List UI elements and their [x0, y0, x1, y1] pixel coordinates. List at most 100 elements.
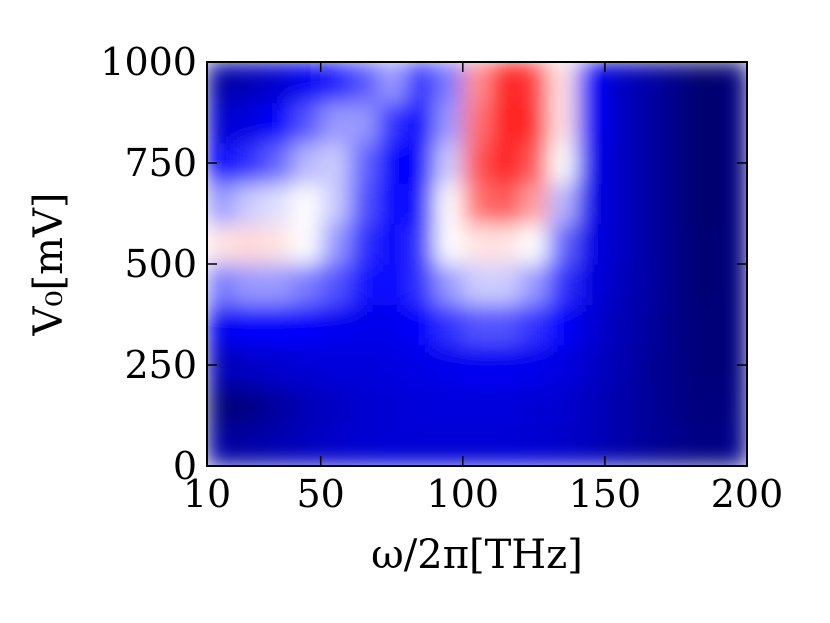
- heatmap-cell: [576, 62, 606, 103]
- heatmap-cell: [207, 304, 237, 346]
- heatmap-cell: [292, 425, 322, 466]
- heatmap-cell: [633, 62, 663, 103]
- heatmap-cell: [604, 385, 634, 427]
- heatmap-cell: [434, 304, 464, 346]
- heatmap-cell: [263, 264, 293, 305]
- heatmap-cell: [491, 425, 521, 466]
- heatmap-cell: [548, 425, 578, 466]
- heatmap-cell: [718, 385, 747, 427]
- heatmap-cell: [263, 304, 293, 346]
- heatmap-cell: [349, 344, 379, 386]
- heatmap-cell: [519, 264, 549, 305]
- heatmap-cell: [718, 62, 747, 103]
- x-tick-label: 10: [183, 472, 231, 516]
- heatmap-cell: [207, 385, 237, 427]
- heatmap-cell: [519, 344, 549, 386]
- heatmap-cell: [292, 344, 322, 386]
- heatmap-cell: [377, 142, 407, 184]
- heatmap-cell: [292, 142, 322, 184]
- heatmap-cell: [633, 385, 663, 427]
- heatmap-cell: [690, 223, 720, 265]
- heatmap-cell: [320, 142, 350, 184]
- heatmap-cell: [320, 344, 350, 386]
- heatmap-cell: [519, 385, 549, 427]
- heatmap-cell: [633, 425, 663, 466]
- heatmap-cell: [292, 102, 322, 144]
- heatmap-cell: [207, 264, 237, 305]
- heatmap-cell: [434, 264, 464, 305]
- heatmap-cell: [604, 223, 634, 265]
- heatmap-cell: [548, 142, 578, 184]
- heatmap-cell: [405, 304, 435, 346]
- heatmap-cell: [491, 223, 521, 265]
- heatmap-cell: [462, 344, 492, 386]
- heatmap-cell: [576, 425, 606, 466]
- heatmap-cell: [718, 183, 747, 225]
- heatmap-cell: [349, 304, 379, 346]
- heatmap-cell: [320, 223, 350, 265]
- heatmap-cell: [377, 385, 407, 427]
- heatmap-cell: [235, 102, 265, 144]
- heatmap-cell: [576, 264, 606, 305]
- heatmap-cell: [320, 102, 350, 144]
- heatmap-cell: [633, 344, 663, 386]
- heatmap-cell: [604, 183, 634, 225]
- heatmap-cell: [377, 62, 407, 103]
- heatmap-cell: [661, 62, 691, 103]
- heatmap-cell: [377, 264, 407, 305]
- heatmap-cell: [377, 425, 407, 466]
- heatmap-cell: [320, 62, 350, 103]
- heatmap-cell: [235, 223, 265, 265]
- heatmap-cell: [292, 183, 322, 225]
- heatmap-cell: [576, 102, 606, 144]
- heatmap-cell: [263, 425, 293, 466]
- heatmap-cell: [405, 62, 435, 103]
- heatmap-cell: [263, 223, 293, 265]
- heatmap-cell: [661, 223, 691, 265]
- heatmap-cell: [690, 102, 720, 144]
- heatmap-cell: [434, 102, 464, 144]
- x-tick-label: 150: [569, 472, 642, 516]
- heatmap-cell: [604, 102, 634, 144]
- heatmap-cell: [207, 183, 237, 225]
- heatmap-cell: [661, 102, 691, 144]
- heatmap-cell: [377, 183, 407, 225]
- heatmap-cell: [576, 183, 606, 225]
- heatmap-cell: [434, 223, 464, 265]
- heatmap-cell: [405, 223, 435, 265]
- heatmap-cell: [462, 304, 492, 346]
- heatmap-cell: [207, 425, 237, 466]
- heatmap-cell: [491, 183, 521, 225]
- x-axis-label: ω/2π[THz]: [371, 532, 583, 578]
- heatmap-cell: [263, 62, 293, 103]
- heatmap-cell: [207, 223, 237, 265]
- heatmap-cell: [434, 385, 464, 427]
- heatmap-cell: [604, 264, 634, 305]
- y-axis-label: V₀[mV]: [26, 193, 72, 337]
- heatmap-cell: [292, 264, 322, 305]
- heatmap-cell: [604, 344, 634, 386]
- heatmap-cell: [519, 183, 549, 225]
- heatmap-cell: [661, 304, 691, 346]
- heatmap-cell: [548, 264, 578, 305]
- heatmap-cell: [263, 183, 293, 225]
- heatmap-cell: [349, 425, 379, 466]
- heatmap-cell: [349, 223, 379, 265]
- heatmap-cell: [718, 264, 747, 305]
- heatmap-cell: [548, 62, 578, 103]
- heatmap-cell: [462, 264, 492, 305]
- heatmap-cell: [633, 142, 663, 184]
- heatmap-cell: [661, 183, 691, 225]
- heatmap-cell: [718, 425, 747, 466]
- heatmap-cell: [349, 385, 379, 427]
- heatmap-cell: [434, 62, 464, 103]
- heatmap-cell: [690, 62, 720, 103]
- heatmap-cell: [235, 425, 265, 466]
- heatmap-cell: [292, 62, 322, 103]
- heatmap-cell: [320, 264, 350, 305]
- heatmap-cell: [349, 62, 379, 103]
- heatmap-cell: [405, 425, 435, 466]
- heatmap: [207, 62, 747, 466]
- heatmap-cell: [320, 425, 350, 466]
- heatmap-cell: [377, 344, 407, 386]
